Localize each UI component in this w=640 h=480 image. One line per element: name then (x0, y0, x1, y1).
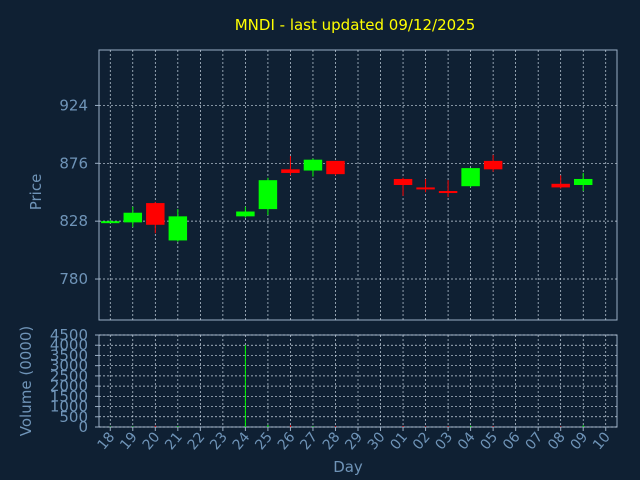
price-axis-label: Price (27, 174, 45, 211)
candle-24 (236, 206, 255, 218)
candle-18 (101, 219, 120, 224)
candle-body (236, 211, 255, 217)
candle-02 (416, 178, 435, 193)
candle-20 (146, 201, 165, 234)
volume-tick-label: 1000 (50, 398, 88, 416)
price-grid (99, 50, 617, 320)
volume-tick-label: 3000 (50, 357, 88, 375)
candle-body (281, 169, 300, 173)
volume-tick-label: 4000 (50, 336, 88, 354)
candle-body (438, 191, 458, 194)
candle-body (146, 203, 165, 225)
candle-05 (483, 154, 503, 172)
x-ticks: 1819202122232425262728293001020304050607… (95, 427, 614, 453)
candle-body (416, 187, 435, 190)
candle-01 (393, 177, 413, 196)
volume-tick-label: 0 (78, 418, 88, 436)
candle-body (483, 160, 503, 170)
volume-tick-label: 2500 (50, 367, 88, 385)
candle-19 (123, 206, 143, 228)
price-tick-label: 828 (59, 212, 88, 230)
volume-tick-label: 4500 (50, 326, 88, 344)
candle-03 (438, 180, 458, 198)
price-tick-label: 876 (59, 154, 88, 172)
candle-28 (326, 160, 345, 176)
candle-21 (168, 209, 188, 242)
candle-04 (461, 168, 480, 188)
volume-bars (109, 345, 584, 427)
price-y-ticks: 780 828 876 924 (59, 96, 99, 288)
volume-tick-label: 2000 (50, 377, 88, 395)
candle-body (101, 221, 120, 224)
candle-body (461, 168, 480, 187)
x-axis-label: Day (333, 458, 363, 476)
candle-25 (258, 177, 278, 216)
candle-08 (551, 175, 570, 189)
candle-09 (573, 172, 593, 192)
volume-tick-label: 3500 (50, 346, 88, 364)
candle-27 (303, 158, 323, 177)
candle-body (168, 216, 188, 241)
price-tick-label: 780 (59, 270, 88, 288)
candle-body (573, 178, 593, 185)
candle-body (326, 160, 345, 175)
chart-title: MNDI - last updated 09/12/2025 (235, 16, 476, 34)
volume-tick-label: 500 (59, 408, 88, 426)
candle-body (258, 180, 278, 210)
price-tick-label: 924 (59, 96, 88, 114)
candles (101, 154, 593, 242)
candle-body (123, 212, 143, 223)
candle-body (551, 183, 570, 188)
candle-body (393, 178, 413, 185)
candle-26 (281, 156, 300, 176)
volume-axis-label: Volume (0000) (17, 326, 35, 436)
candle-body (303, 159, 323, 171)
volume-tick-label: 1500 (50, 387, 88, 405)
